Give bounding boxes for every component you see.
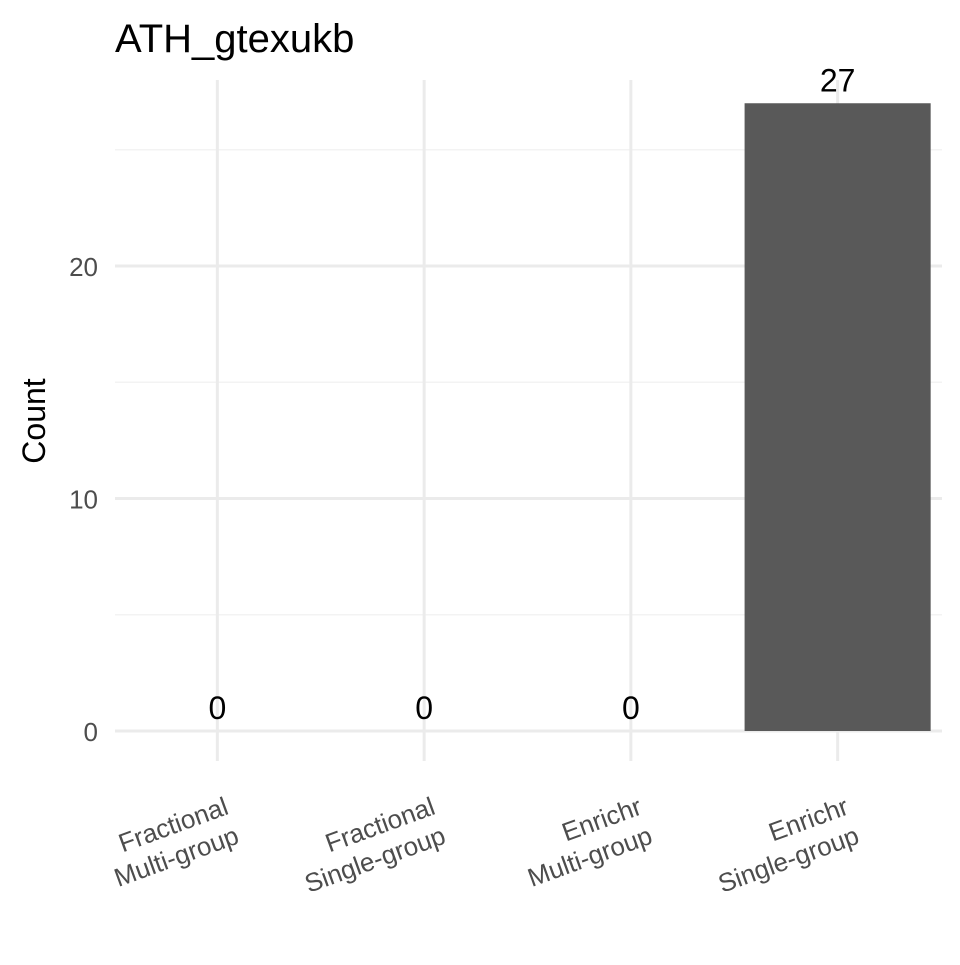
x-tick-label: FractionalSingle-group <box>290 791 449 899</box>
x-tick-label: FractionalMulti-group <box>99 791 242 893</box>
y-tick-label: 10 <box>69 485 98 515</box>
bar-data-label: 0 <box>208 690 226 726</box>
y-axis-label: Count <box>16 378 52 464</box>
bar-data-label: 0 <box>622 690 640 726</box>
y-tick-label: 0 <box>84 717 98 747</box>
bar-data-label: 27 <box>820 62 856 98</box>
bar-layer <box>744 103 931 731</box>
y-tick-label: 20 <box>69 252 98 282</box>
bar <box>744 103 931 731</box>
x-tick-label: EnrichrSingle-group <box>703 791 863 899</box>
bar-data-label: 0 <box>415 690 433 726</box>
axis-layer: 0 10 20 FractionalMulti-group FractionalSing… <box>69 252 863 899</box>
chart-title: ATH_gtexukb <box>115 17 354 61</box>
x-tick-label: EnrichrMulti-group <box>513 791 656 893</box>
data-label-layer: 0 0 0 27 <box>208 62 855 726</box>
